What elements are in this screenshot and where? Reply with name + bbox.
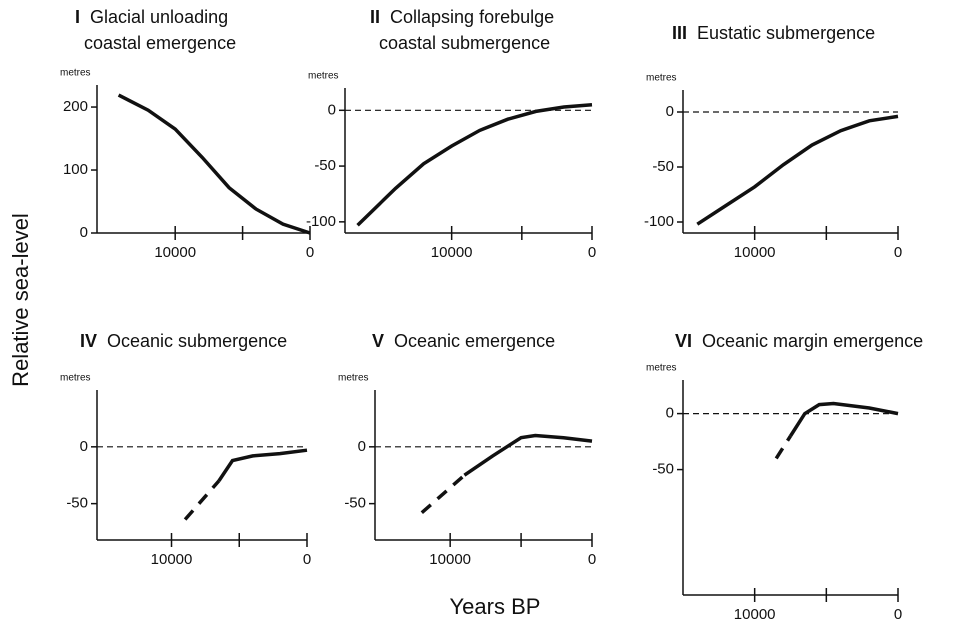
x-tick-label: 10000 — [429, 551, 471, 568]
x-axis-label: Years BP — [450, 594, 541, 619]
panel-title-line: Collapsing forebulge — [390, 7, 554, 27]
y-tick-label: -50 — [344, 495, 366, 512]
sea-level-curve — [774, 435, 792, 460]
panel-title-line: Oceanic emergence — [394, 331, 555, 351]
sea-level-curve — [463, 433, 593, 477]
sea-level-curve — [117, 93, 311, 235]
panel-title: IV Oceanic submergence — [80, 331, 287, 351]
panel-numeral: II — [370, 7, 380, 27]
panel-numeral: I — [75, 7, 80, 27]
sea-level-curve — [696, 114, 899, 226]
unit-label: metres — [308, 71, 339, 82]
sea-level-curve — [183, 479, 221, 521]
x-tick-label: 0 — [894, 244, 902, 261]
panel-title: I Glacial unloading — [75, 7, 228, 27]
sea-level-curve — [420, 473, 466, 515]
panel-title: VI Oceanic margin emergence — [675, 331, 923, 351]
x-tick-label: 10000 — [431, 244, 473, 261]
unit-label: metres — [646, 73, 677, 84]
panel-title-line: coastal submergence — [379, 33, 550, 53]
unit-label: metres — [60, 68, 91, 79]
y-tick-label: 0 — [666, 103, 674, 120]
panel-title-line: Eustatic submergence — [697, 23, 875, 43]
unit-label: metres — [646, 363, 677, 374]
panel-title-line: Oceanic margin emergence — [702, 331, 923, 351]
panel-numeral: VI — [675, 331, 692, 351]
y-tick-label: -50 — [66, 495, 88, 512]
y-tick-label: -50 — [652, 158, 674, 175]
sea-level-curve — [217, 448, 308, 482]
y-axis-label: Relative sea-level — [8, 213, 33, 387]
panel-numeral: V — [372, 331, 384, 351]
y-tick-label: 0 — [80, 438, 88, 455]
panel-title-line: Glacial unloading — [90, 7, 228, 27]
x-tick-label: 0 — [588, 551, 596, 568]
panel-title-line: Oceanic submergence — [107, 331, 287, 351]
x-tick-label: 10000 — [151, 551, 193, 568]
x-tick-label: 0 — [588, 244, 596, 261]
sea-level-curve — [356, 102, 593, 227]
panel-title: V Oceanic emergence — [372, 331, 555, 351]
x-tick-label: 10000 — [734, 244, 776, 261]
y-tick-label: 100 — [63, 161, 88, 178]
panel-title: II Collapsing forebulge — [370, 7, 554, 27]
y-tick-label: 0 — [666, 405, 674, 422]
y-tick-label: -100 — [644, 213, 674, 230]
sea-level-curve — [789, 401, 899, 437]
x-tick-label: 0 — [303, 551, 311, 568]
y-tick-label: 0 — [80, 224, 88, 241]
y-tick-label: 0 — [328, 101, 336, 118]
x-tick-label: 10000 — [734, 606, 776, 623]
y-tick-label: 0 — [358, 438, 366, 455]
y-tick-label: 200 — [63, 98, 88, 115]
unit-label: metres — [60, 373, 91, 384]
y-tick-label: -50 — [652, 461, 674, 478]
y-tick-label: -50 — [314, 157, 336, 174]
panel-numeral: III — [672, 23, 687, 43]
x-tick-label: 10000 — [154, 244, 196, 261]
x-tick-label: 0 — [306, 244, 314, 261]
unit-label: metres — [338, 373, 369, 384]
panel-title-line: coastal emergence — [84, 33, 236, 53]
panel-numeral: IV — [80, 331, 97, 351]
y-tick-label: -100 — [306, 213, 336, 230]
x-tick-label: 0 — [894, 606, 902, 623]
panel-title: III Eustatic submergence — [672, 23, 875, 43]
